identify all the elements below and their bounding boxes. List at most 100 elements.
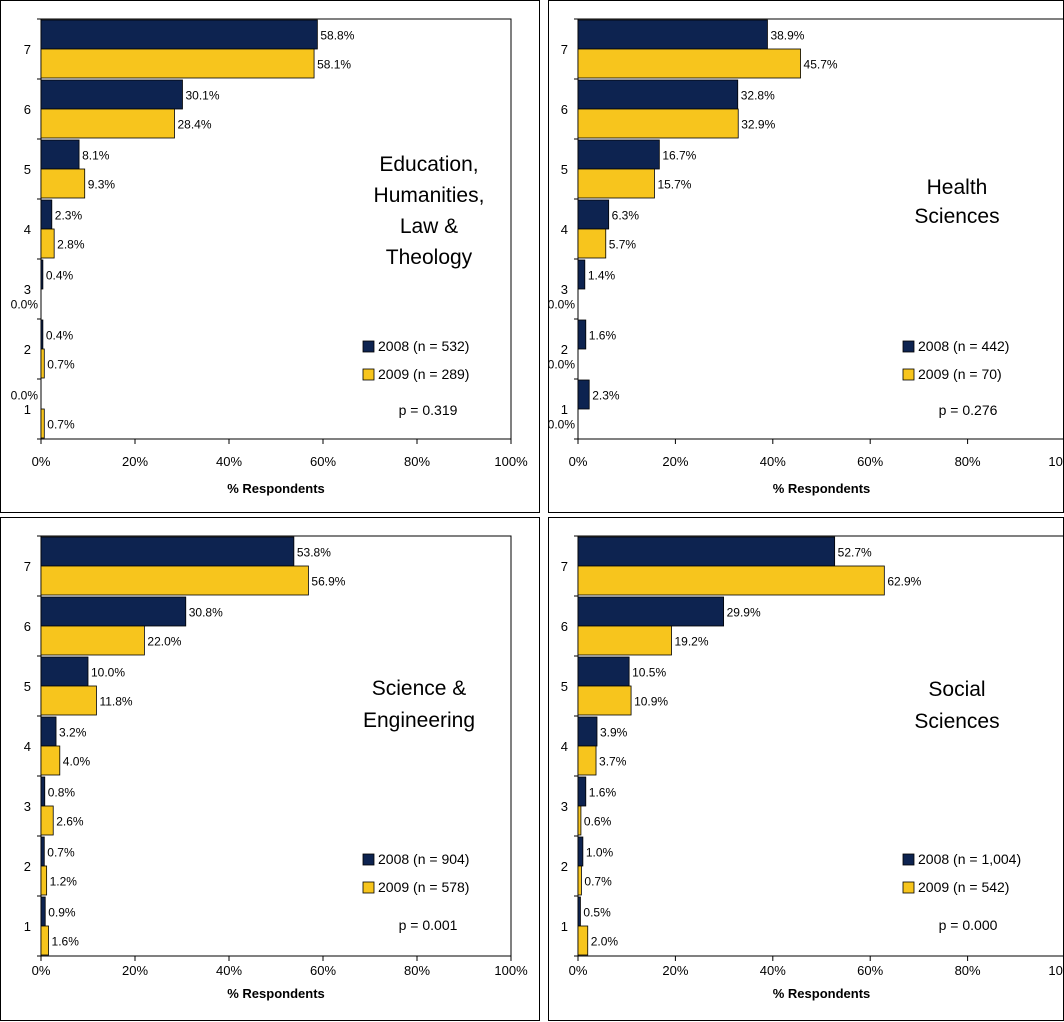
data-label: 2.0% [591, 935, 619, 949]
chart-title-line: Humanities, [374, 184, 485, 207]
legend-label: 2009 (n = 542) [918, 879, 1009, 895]
p-value-label: p = 0.000 [939, 917, 998, 933]
y-tick-label: 3 [24, 799, 31, 814]
y-tick-label: 5 [561, 162, 568, 177]
y-tick-label: 7 [24, 559, 31, 574]
y-tick-label: 4 [24, 739, 31, 754]
bar-2009 [577, 865, 582, 896]
bar-2009 [577, 745, 597, 776]
data-label: 0.8% [48, 786, 76, 800]
bar-2008 [577, 79, 739, 110]
x-tick-label: 60% [857, 454, 883, 469]
x-tick-label: 20% [662, 963, 688, 978]
data-label: 19.2% [675, 635, 709, 649]
bar-2008 [577, 656, 630, 687]
y-tick-label: 2 [24, 342, 31, 357]
data-label: 38.9% [770, 29, 804, 43]
data-label: 10.5% [632, 666, 666, 680]
data-label: 28.4% [177, 118, 211, 132]
bar-2008 [40, 776, 46, 807]
bar-2008 [40, 596, 187, 627]
data-label: 0.7% [47, 358, 75, 372]
bar-2008 [577, 836, 584, 867]
p-value-label: p = 0.001 [399, 917, 458, 933]
bar-2008 [40, 139, 80, 170]
x-tick-label: 20% [662, 454, 688, 469]
y-tick-label: 7 [561, 42, 568, 57]
bar-2009 [577, 108, 739, 139]
chart-title-line: Engineering [363, 709, 475, 732]
data-label: 0.7% [47, 418, 75, 432]
x-tick-label: 40% [760, 963, 786, 978]
x-axis-label: % Respondents [227, 481, 325, 496]
chart-title-line: Health [927, 176, 988, 199]
legend-swatch [362, 881, 375, 894]
data-label: 2.3% [55, 209, 83, 223]
data-label: 45.7% [804, 58, 838, 72]
chart-panel-education: 7 58.8% 58.1% 6 30.1% 28.4% 5 8.1% 9.3% 4 2.3% 2.8%… [0, 0, 540, 513]
chart-health: 7 38.9% 45.7% 6 32.8% 32.9% 5 16.7% 15.7% 4 6.3% 5.… [548, 18, 1064, 496]
y-tick-label: 1 [24, 919, 31, 934]
bar-2009 [40, 348, 45, 379]
bar-2008 [577, 319, 587, 350]
data-label: 3.9% [600, 726, 628, 740]
bar-2009 [40, 685, 97, 716]
x-tick-label: 0% [32, 454, 51, 469]
data-label: 32.8% [741, 89, 775, 103]
x-tick-label: 20% [122, 454, 148, 469]
chart-title-line: Sciences [914, 205, 999, 228]
y-tick-label: 7 [561, 559, 568, 574]
legend-swatch [362, 368, 375, 381]
bar-2008 [577, 896, 581, 927]
chart-title-line: Law & [400, 215, 458, 238]
x-tick-label: 100% [1048, 963, 1064, 978]
bar-2009 [577, 625, 672, 656]
data-label: 3.7% [599, 755, 627, 769]
x-tick-label: 40% [216, 963, 242, 978]
data-label: 2.6% [56, 815, 84, 829]
data-label: 4.0% [63, 755, 91, 769]
y-tick-label: 2 [24, 859, 31, 874]
x-axis-label: % Respondents [227, 986, 325, 1001]
data-label: 1.6% [589, 329, 617, 343]
y-tick-label: 3 [561, 282, 568, 297]
x-tick-label: 40% [760, 454, 786, 469]
y-tick-label: 2 [561, 859, 568, 874]
y-tick-label: 1 [561, 919, 568, 934]
chart-title-line: Science & [372, 677, 467, 700]
x-axis-label: % Respondents [773, 986, 871, 1001]
bar-2008 [577, 139, 660, 170]
legend-label: 2009 (n = 70) [918, 366, 1002, 382]
x-tick-label: 100% [1048, 454, 1064, 469]
data-label: 0.0% [548, 418, 576, 432]
bar-2009 [40, 408, 45, 439]
legend-label: 2008 (n = 904) [378, 851, 469, 867]
bar-2009 [40, 565, 309, 596]
legend-swatch [902, 368, 915, 381]
data-label: 1.0% [586, 846, 614, 860]
data-label: 0.7% [584, 875, 612, 889]
data-label: 1.2% [50, 875, 78, 889]
data-label: 22.0% [147, 635, 181, 649]
data-label: 29.9% [727, 606, 761, 620]
data-label: 56.9% [311, 575, 345, 589]
bar-2008 [40, 656, 89, 687]
data-label: 0.4% [46, 269, 74, 283]
legend-swatch [902, 853, 915, 866]
data-label: 62.9% [887, 575, 921, 589]
y-tick-label: 1 [561, 402, 568, 417]
data-label: 52.7% [838, 546, 872, 560]
bar-2009 [577, 805, 582, 836]
legend-label: 2009 (n = 578) [378, 879, 469, 895]
x-tick-label: 60% [857, 963, 883, 978]
y-tick-label: 6 [24, 102, 31, 117]
bar-2009 [40, 805, 54, 836]
bar-2009 [577, 168, 655, 199]
data-label: 2.8% [57, 238, 85, 252]
data-label: 16.7% [662, 149, 696, 163]
legend-swatch [362, 853, 375, 866]
bar-2008 [577, 776, 587, 807]
data-label: 9.3% [88, 178, 116, 192]
chart-panel-social: 7 52.7% 62.9% 6 29.9% 19.2% 5 10.5% 10.9% 4 3.9% 3.… [548, 517, 1064, 1021]
data-label: 0.4% [46, 329, 74, 343]
